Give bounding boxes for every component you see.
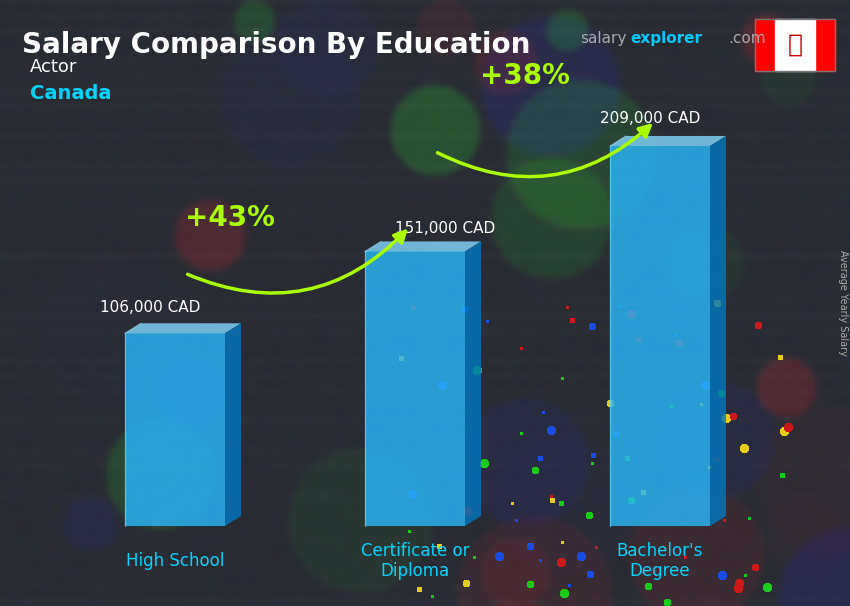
Text: +43%: +43% xyxy=(185,204,275,232)
Polygon shape xyxy=(365,241,481,251)
Polygon shape xyxy=(610,136,726,146)
Text: 🍁: 🍁 xyxy=(787,33,802,57)
Polygon shape xyxy=(365,251,465,526)
Bar xyxy=(775,19,815,71)
Text: Certificate or
Diploma: Certificate or Diploma xyxy=(360,542,469,581)
Bar xyxy=(755,19,835,71)
Text: explorer: explorer xyxy=(630,31,702,46)
Text: Actor: Actor xyxy=(30,58,77,76)
Bar xyxy=(815,19,835,71)
Text: salary: salary xyxy=(580,31,626,46)
Text: Average Yearly Salary: Average Yearly Salary xyxy=(838,250,848,356)
Polygon shape xyxy=(125,323,241,333)
Text: High School: High School xyxy=(126,552,224,570)
Text: +38%: +38% xyxy=(480,62,570,90)
Polygon shape xyxy=(610,146,710,526)
Text: .com: .com xyxy=(728,31,766,46)
Text: Bachelor's
Degree: Bachelor's Degree xyxy=(617,542,703,581)
Polygon shape xyxy=(710,136,726,526)
Polygon shape xyxy=(125,333,225,526)
Text: Salary Comparison By Education: Salary Comparison By Education xyxy=(22,31,530,59)
Bar xyxy=(755,19,775,71)
Text: 151,000 CAD: 151,000 CAD xyxy=(395,221,496,236)
Polygon shape xyxy=(225,323,241,526)
Polygon shape xyxy=(465,241,481,526)
Text: 209,000 CAD: 209,000 CAD xyxy=(600,111,700,126)
Text: 106,000 CAD: 106,000 CAD xyxy=(100,300,201,315)
Text: Canada: Canada xyxy=(30,84,111,103)
